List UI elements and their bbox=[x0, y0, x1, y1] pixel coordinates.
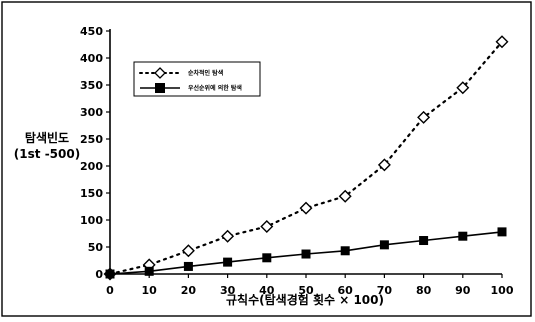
y-tick-label: 100 bbox=[80, 214, 103, 227]
x-tick-label: 100 bbox=[491, 284, 514, 297]
x-tick-label: 70 bbox=[377, 284, 393, 297]
point-square bbox=[340, 246, 350, 256]
point-diamond bbox=[221, 229, 235, 243]
y-tick-label: 300 bbox=[80, 106, 103, 119]
legend-marker-square bbox=[155, 83, 165, 93]
legend-label-series-1: 순차적인 탐색 bbox=[188, 69, 223, 77]
y-tick-label: 150 bbox=[80, 187, 103, 200]
point-diamond bbox=[181, 244, 195, 258]
point-diamond bbox=[417, 110, 431, 124]
point-diamond bbox=[456, 81, 470, 95]
point-diamond bbox=[338, 189, 352, 203]
point-square bbox=[419, 236, 429, 246]
point-square bbox=[183, 261, 193, 271]
x-tick-label: 30 bbox=[220, 284, 236, 297]
point-square bbox=[262, 253, 272, 263]
x-tick-label: 0 bbox=[106, 284, 114, 297]
y-axis-title-line-2: (1st -500) bbox=[14, 147, 80, 161]
x-tick-label: 40 bbox=[259, 284, 275, 297]
legend-label-series-2: 우선순위에 의한 탐색 bbox=[188, 84, 242, 92]
x-tick-label: 80 bbox=[416, 284, 432, 297]
x-tick-label: 90 bbox=[455, 284, 471, 297]
point-square bbox=[458, 231, 468, 241]
y-tick-label: 50 bbox=[88, 241, 104, 254]
chart-frame bbox=[1, 1, 532, 317]
series-layer bbox=[103, 35, 509, 281]
x-axis-title: 규칙수(탐색경험 횟수 × 100) bbox=[226, 292, 384, 307]
y-axis-title-line-1: 탐색빈도 bbox=[25, 130, 69, 145]
point-diamond bbox=[377, 158, 391, 172]
x-tick-label: 60 bbox=[338, 284, 354, 297]
y-tick-label: 0 bbox=[95, 268, 103, 281]
x-tick-label: 20 bbox=[181, 284, 197, 297]
point-square bbox=[105, 269, 115, 279]
point-square bbox=[379, 240, 389, 250]
point-square bbox=[301, 249, 311, 259]
point-square bbox=[497, 227, 507, 237]
y-tick-label: 450 bbox=[80, 25, 103, 38]
y-tick-label: 400 bbox=[80, 52, 103, 65]
y-tick-label: 200 bbox=[80, 160, 103, 173]
point-diamond bbox=[299, 201, 313, 215]
point-diamond bbox=[495, 35, 509, 49]
legend: 순차적인 탐색 우선순위에 의한 탐색 bbox=[133, 61, 261, 97]
y-tick-label: 250 bbox=[80, 133, 103, 146]
y-ticks: 0 50 100 150 200 250 300 350 400 450 bbox=[80, 25, 110, 281]
x-tick-label: 50 bbox=[298, 284, 314, 297]
legend-marker-diamond bbox=[154, 67, 166, 79]
point-square bbox=[223, 257, 233, 267]
x-tick-label: 10 bbox=[142, 284, 158, 297]
point-square bbox=[144, 266, 154, 276]
point-diamond bbox=[260, 219, 274, 233]
y-tick-label: 350 bbox=[80, 79, 103, 92]
